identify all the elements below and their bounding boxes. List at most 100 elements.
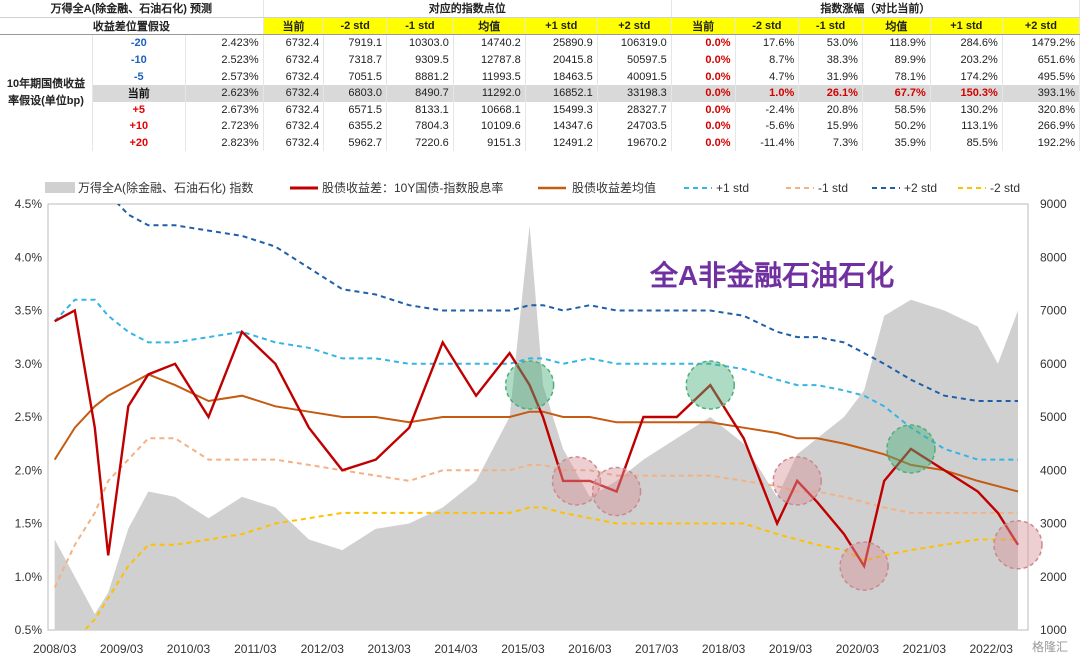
col-header: 均值 xyxy=(453,17,526,36)
row-label: 当前 xyxy=(92,84,186,102)
y-right-tick: 7000 xyxy=(1040,304,1067,318)
change-cell: 78.1% xyxy=(862,68,931,85)
plus2-std-line xyxy=(116,204,1018,402)
change-cell: 150.3% xyxy=(930,84,1003,102)
change-cell: 17.6% xyxy=(735,34,800,52)
index-cell: 18463.5 xyxy=(525,68,598,85)
spread-line xyxy=(54,308,1020,570)
index-cell: 25890.9 xyxy=(525,34,598,52)
high-zone-marker xyxy=(886,424,936,474)
y-right-tick: 3000 xyxy=(1040,517,1067,531)
change-cell: 4.7% xyxy=(735,68,800,85)
change-cell: 495.5% xyxy=(1002,68,1080,85)
group-change-header: 指数涨幅（对比当前） xyxy=(671,0,1080,18)
index-cell: 12787.8 xyxy=(453,51,526,69)
change-cell: 393.1% xyxy=(1002,84,1080,102)
chart-title: 全A非金融石油石化 xyxy=(649,259,894,291)
row-label: +20 xyxy=(92,134,186,152)
index-cell: 33198.3 xyxy=(597,84,672,102)
index-cell: 8133.1 xyxy=(386,101,454,119)
x-tick: 2016/03 xyxy=(568,642,612,656)
index-cell: 6571.5 xyxy=(323,101,387,119)
x-tick: 2009/03 xyxy=(100,642,144,656)
row-label: -20 xyxy=(92,34,186,52)
row-label: -10 xyxy=(92,51,186,69)
index-cell: 40091.5 xyxy=(597,68,672,85)
low-zone-marker xyxy=(839,541,889,591)
change-cell: 7.3% xyxy=(798,134,863,152)
index-cell: 7318.7 xyxy=(323,51,387,69)
col-header: +1 std xyxy=(525,17,598,36)
y-right-tick: 8000 xyxy=(1040,250,1067,264)
low-zone-marker xyxy=(551,456,602,506)
index-cell: 7051.5 xyxy=(323,68,387,85)
change-cell: 118.9% xyxy=(862,34,931,52)
index-cell: 10109.6 xyxy=(453,118,526,135)
change-cell: -2.4% xyxy=(735,101,800,119)
index-cell: 10668.1 xyxy=(453,101,526,119)
index-cell: 28327.7 xyxy=(597,101,672,119)
index-cell: 19670.2 xyxy=(597,134,672,152)
y-right-tick: 9000 xyxy=(1040,197,1067,211)
change-cell: 174.2% xyxy=(930,68,1003,85)
x-tick: 2015/03 xyxy=(501,642,545,656)
row-label: +10 xyxy=(92,118,186,135)
index-cell: 16852.1 xyxy=(525,84,598,102)
change-cell: 31.9% xyxy=(798,68,863,85)
y-left-tick: 4.5% xyxy=(15,197,43,211)
index-cell: 7919.1 xyxy=(323,34,387,52)
y-right-tick: 2000 xyxy=(1040,570,1067,584)
y-left-tick: 0.5% xyxy=(15,623,43,637)
col-header: 当前 xyxy=(263,17,325,36)
yield-cell: 2.573% xyxy=(185,68,264,85)
yield-cell: 2.723% xyxy=(185,118,264,135)
col-header: 当前 xyxy=(671,17,736,36)
index-cell: 10303.0 xyxy=(386,34,454,52)
yield-cell: 2.823% xyxy=(185,134,264,152)
mean-line xyxy=(53,373,1019,493)
x-tick: 2021/03 xyxy=(903,642,947,656)
change-cell: 26.1% xyxy=(798,84,863,102)
index-cell: 20415.8 xyxy=(525,51,598,69)
index-cell: 5962.7 xyxy=(323,134,387,152)
change-cell: 0.0% xyxy=(671,51,736,69)
low-zone-marker xyxy=(591,466,642,517)
change-cell: 320.8% xyxy=(1002,101,1080,119)
index-cell: 6803.0 xyxy=(323,84,387,102)
x-tick: 2020/03 xyxy=(836,642,880,656)
table-row: -10 2.523% 6732.4 7318.7 9309.5 12787.8 20415.… xyxy=(0,51,1080,69)
x-tick: 2017/03 xyxy=(635,642,679,656)
change-cell: 1.0% xyxy=(735,84,800,102)
table-row: -5 2.573% 6732.4 7051.5 8881.2 11993.5 18463.5… xyxy=(0,68,1080,85)
index-cell: 15499.3 xyxy=(525,101,598,119)
x-tick: 2010/03 xyxy=(167,642,211,656)
index-cell: 106319.0 xyxy=(597,34,672,52)
col-header: +2 std xyxy=(1002,17,1080,36)
index-cell: 9309.5 xyxy=(386,51,454,69)
x-tick: 2013/03 xyxy=(367,642,411,656)
x-tick: 2019/03 xyxy=(769,642,813,656)
change-cell: 1479.2% xyxy=(1002,34,1080,52)
yield-cell: 2.423% xyxy=(185,34,264,52)
change-cell: 284.6% xyxy=(930,34,1003,52)
col-header: -2 std xyxy=(735,17,800,36)
index-cell: 50597.5 xyxy=(597,51,672,69)
y-left-tick: 1.0% xyxy=(15,570,43,584)
index-cell: 6732.4 xyxy=(263,34,325,52)
index-cell: 6732.4 xyxy=(263,134,325,152)
index-cell: 12491.2 xyxy=(525,134,598,152)
group-index-header: 对应的指数点位 xyxy=(263,0,672,18)
minus2-std-line xyxy=(83,506,1018,630)
table-row: 10年期国债收益率假设(单位bp) -20 2.423% 6732.4 7919.1 10… xyxy=(0,34,1080,152)
y-right-tick: 4000 xyxy=(1040,463,1067,477)
change-cell: 85.5% xyxy=(930,134,1003,152)
change-cell: 0.0% xyxy=(671,118,736,135)
col-header: 均值 xyxy=(862,17,931,36)
table-row: +5 2.673% 6732.4 6571.5 8133.1 10668.1 15499.3… xyxy=(0,101,1080,119)
change-cell: 15.9% xyxy=(798,118,863,135)
index-cell: 6732.4 xyxy=(263,101,325,119)
watermark: 格隆汇 xyxy=(1032,639,1068,654)
table-body: 10年期国债收益率假设(单位bp) -20 2.423% 6732.4 7919.1 10… xyxy=(0,34,1080,152)
index-cell: 7804.3 xyxy=(386,118,454,135)
col-header: -2 std xyxy=(323,17,387,36)
